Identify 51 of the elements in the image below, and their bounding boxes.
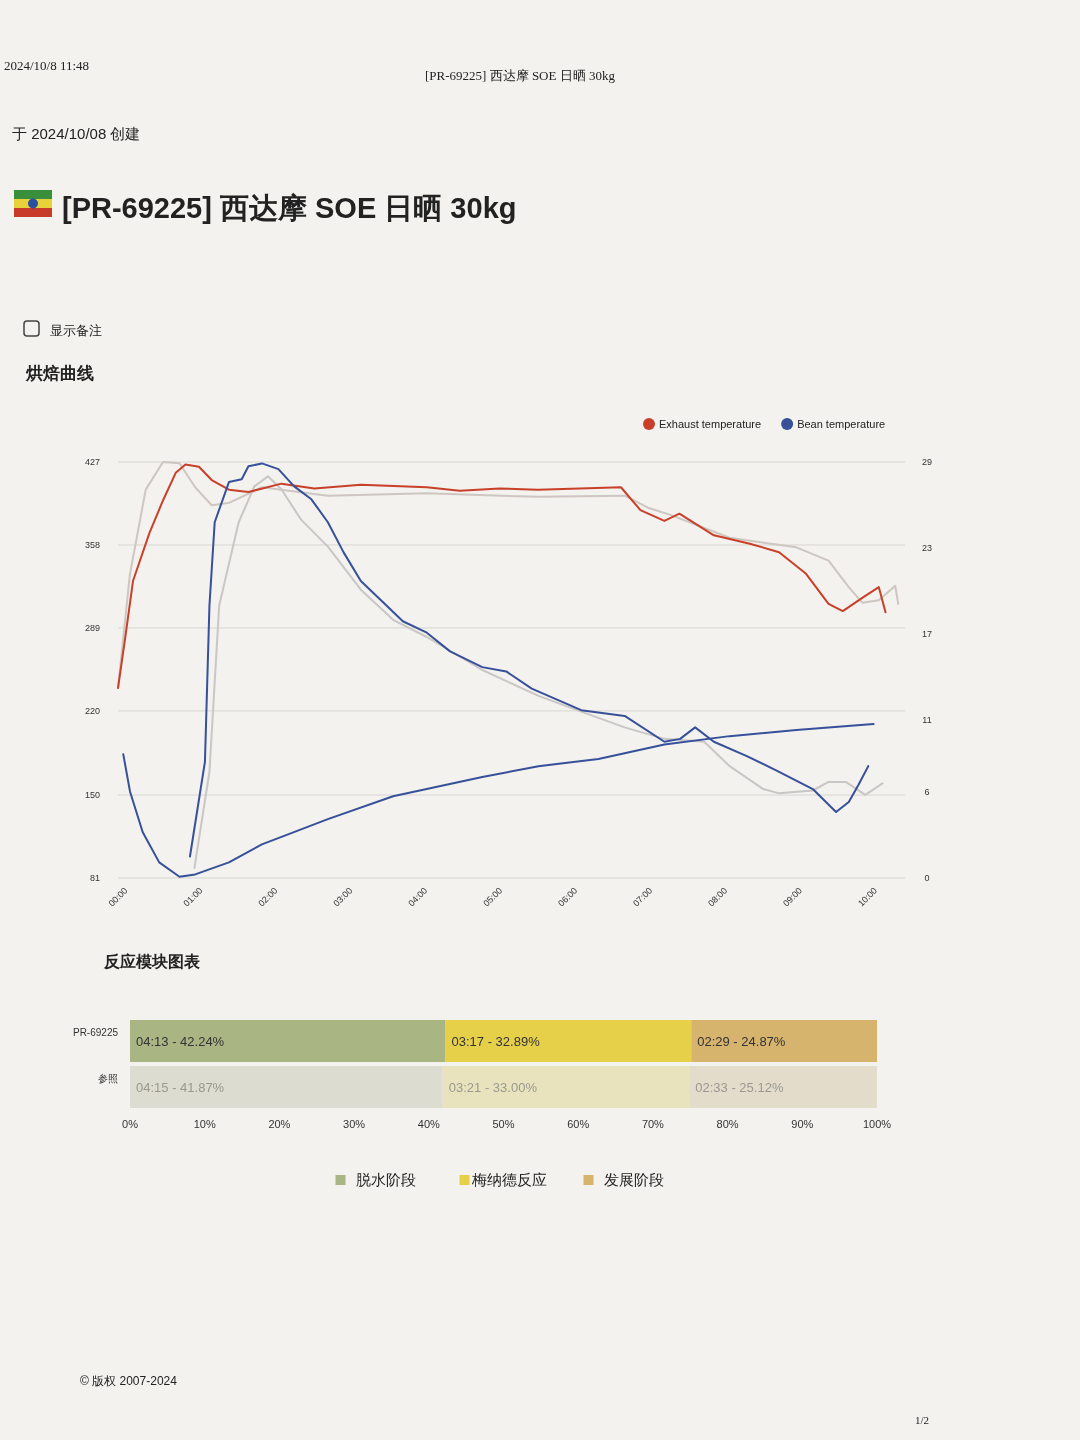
text: [PR-69225] 西达摩 SOE 日晒 30kg — [425, 68, 616, 83]
text: 1/2 — [915, 1414, 930, 1426]
text: © 版权 2007-2024 — [80, 1374, 178, 1388]
annotation: 02:29 - 24.87% — [697, 1034, 786, 1049]
x-tick-label: 90% — [791, 1118, 814, 1130]
legend-label: 梅纳德反应 — [471, 1171, 547, 1188]
text: 于 2024/10/08 创建 — [12, 125, 141, 142]
text: 2024/10/8 11:48 — [4, 58, 90, 73]
y-tick-label: PR-69225 — [72, 1027, 119, 1038]
bar — [130, 1066, 443, 1108]
y-tick-label: 150 — [84, 790, 100, 801]
annotation: 02:33 - 25.12% — [695, 1080, 784, 1095]
x-tick-label: 40% — [417, 1118, 441, 1130]
legend-label: Exhaust temperature — [659, 418, 762, 430]
x-tick-label: 20% — [268, 1118, 291, 1130]
y-tick-label: 289 — [84, 622, 100, 633]
x-tick-label: 80% — [716, 1118, 739, 1130]
y2-tick-label: 29 — [921, 457, 933, 467]
annotation: 04:13 - 42.24% — [136, 1034, 225, 1049]
bar — [442, 1066, 690, 1108]
annotation: 03:21 - 33.00% — [448, 1080, 538, 1095]
x-tick-label: 30% — [343, 1118, 366, 1130]
text: [PR-69225] 西达摩 SOE 日晒 30kg — [62, 192, 517, 224]
annotation: 04:15 - 41.87% — [136, 1080, 225, 1095]
y-tick-label: 358 — [84, 539, 100, 550]
x-tick-label: 100% — [862, 1118, 892, 1130]
y2-tick-label: 6 — [924, 786, 930, 797]
x-tick-label: 70% — [641, 1118, 665, 1130]
y-tick-label: 220 — [84, 705, 100, 716]
y2-tick-label: 0 — [924, 873, 930, 883]
chart-title: 烘焙曲线 — [25, 364, 94, 383]
y2-tick-label: 17 — [921, 629, 933, 640]
x-tick-label: 10% — [193, 1118, 216, 1130]
bar — [445, 1020, 692, 1062]
text: 显示备注 — [50, 323, 102, 338]
y2-tick-label: 23 — [921, 543, 933, 554]
y-tick-label: 427 — [84, 457, 100, 467]
legend-label: 发展阶段 — [603, 1171, 664, 1188]
x-tick-label: 60% — [567, 1118, 590, 1130]
legend-label: Bean temperature — [797, 418, 886, 430]
bar — [689, 1066, 877, 1108]
chart-title: 反应模块图表 — [103, 952, 201, 970]
y2-tick-label: 11 — [922, 715, 932, 726]
bar — [691, 1020, 877, 1062]
annotation: 03:17 - 32.89% — [451, 1034, 541, 1049]
bar — [130, 1020, 446, 1062]
y-tick-label: 81 — [89, 873, 100, 883]
legend-label: 脱水阶段 — [355, 1171, 416, 1188]
x-tick-label: 0% — [122, 1118, 139, 1130]
y-tick-label: 参照 — [98, 1073, 118, 1084]
x-tick-label: 50% — [492, 1118, 515, 1130]
